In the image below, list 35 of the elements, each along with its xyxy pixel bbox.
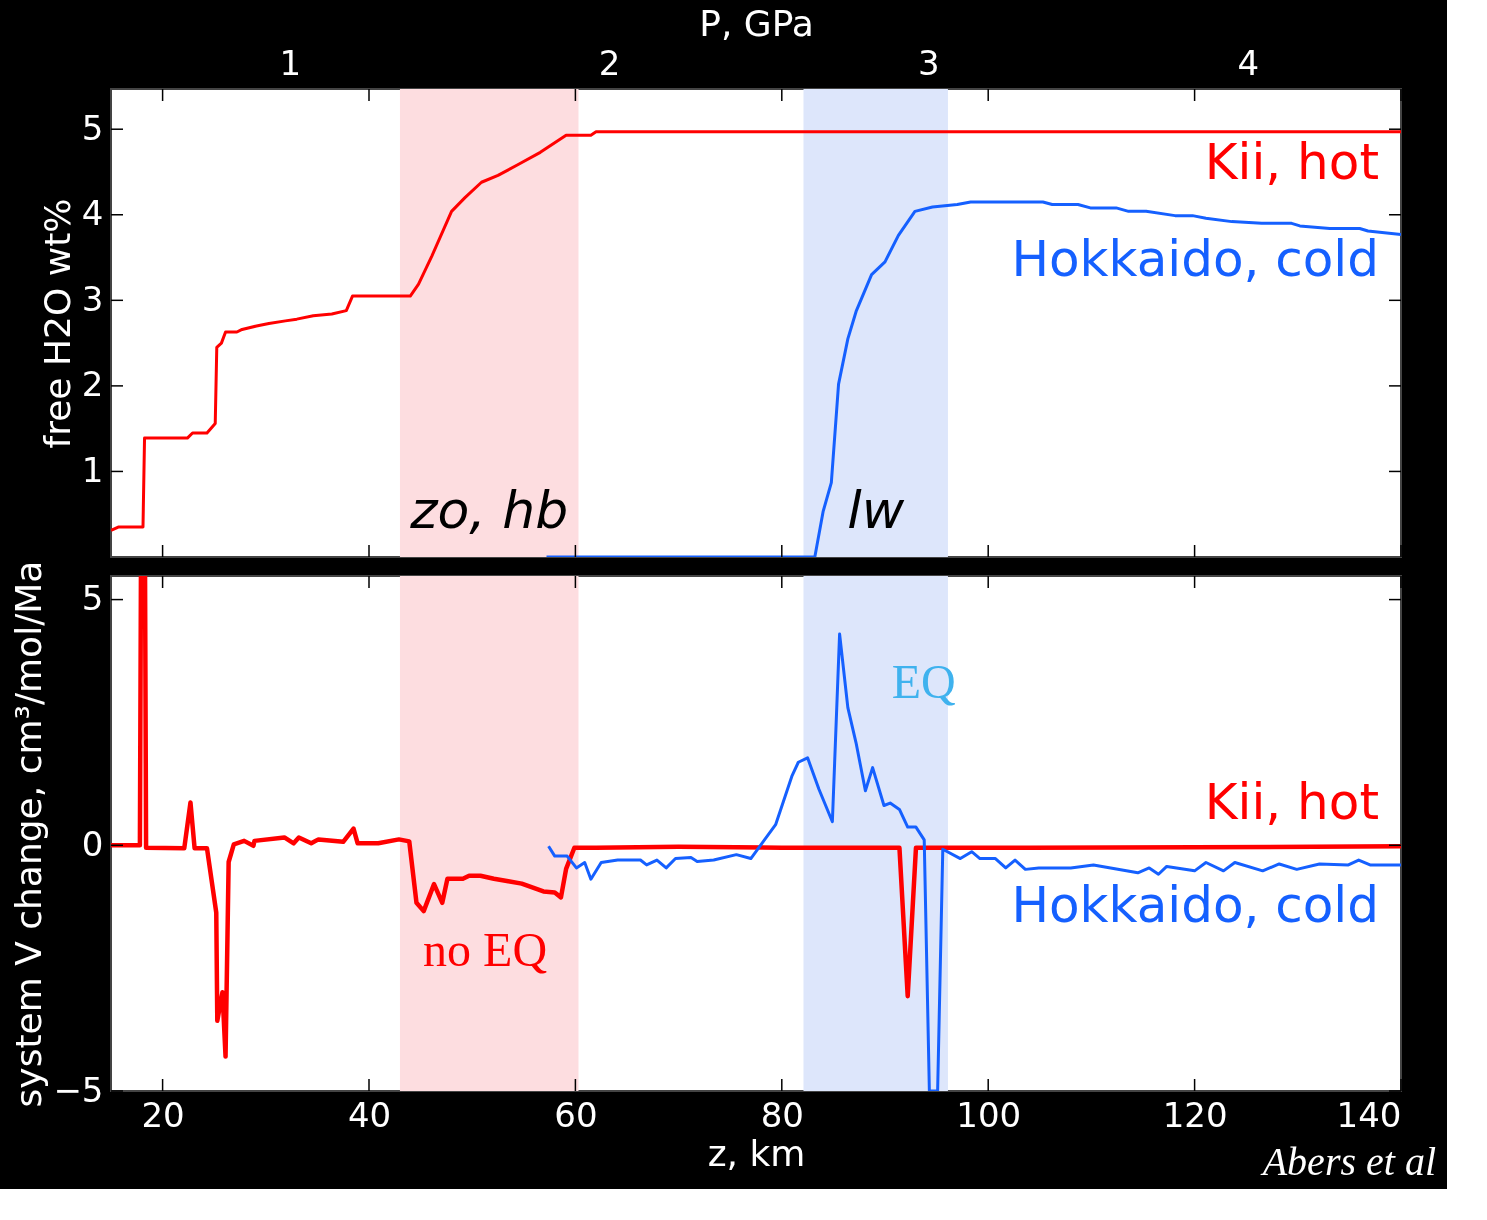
- x-tick-label: 100: [956, 1094, 1022, 1135]
- line-series: [111, 576, 1401, 1059]
- x2-tick-label: 3: [918, 42, 940, 83]
- series-label: Kii, hot: [1204, 773, 1379, 832]
- x-tick-label: 40: [347, 1094, 392, 1135]
- series-label: Hokkaido, cold: [1011, 230, 1379, 289]
- x2-tick-label: 2: [598, 42, 621, 83]
- y-tick-label: 5: [81, 107, 104, 148]
- x-tick-label: 80: [760, 1094, 804, 1135]
- band-label: lw: [847, 480, 905, 540]
- annotation: EQ: [891, 655, 956, 709]
- series-label: Hokkaido, cold: [1011, 875, 1379, 934]
- y-tick-label: −5: [53, 1069, 104, 1110]
- x-tick-label: 120: [1162, 1094, 1228, 1135]
- y-tick-label: 5: [81, 578, 104, 619]
- y-tick-label: 3: [81, 278, 104, 319]
- line-series: [111, 130, 1401, 532]
- y-tick-label: 4: [81, 193, 104, 234]
- x2-tick-label: 1: [279, 42, 302, 83]
- line-series: [547, 632, 1401, 1091]
- text: Abers et al: [1259, 1139, 1436, 1184]
- x-tick-label: 20: [141, 1094, 185, 1135]
- y-tick-label: 0: [81, 823, 104, 864]
- y-tick-label: 1: [81, 449, 104, 490]
- y-axis-title: free H2O wt%: [36, 198, 78, 449]
- x2-axis-title: P, GPa: [699, 2, 814, 44]
- y-tick-label: 2: [81, 364, 104, 405]
- y-axis-title: system V change, cm³/mol/Ma: [8, 560, 50, 1108]
- series-label: Kii, hot: [1204, 132, 1379, 191]
- annotation: no EQ: [423, 922, 548, 976]
- x-tick-label: 140: [1336, 1094, 1402, 1135]
- x-axis-title: z, km: [707, 1132, 806, 1174]
- x-tick-label: 60: [554, 1094, 598, 1135]
- x2-tick-label: 4: [1237, 42, 1260, 83]
- band-label: zo, hb: [409, 480, 569, 540]
